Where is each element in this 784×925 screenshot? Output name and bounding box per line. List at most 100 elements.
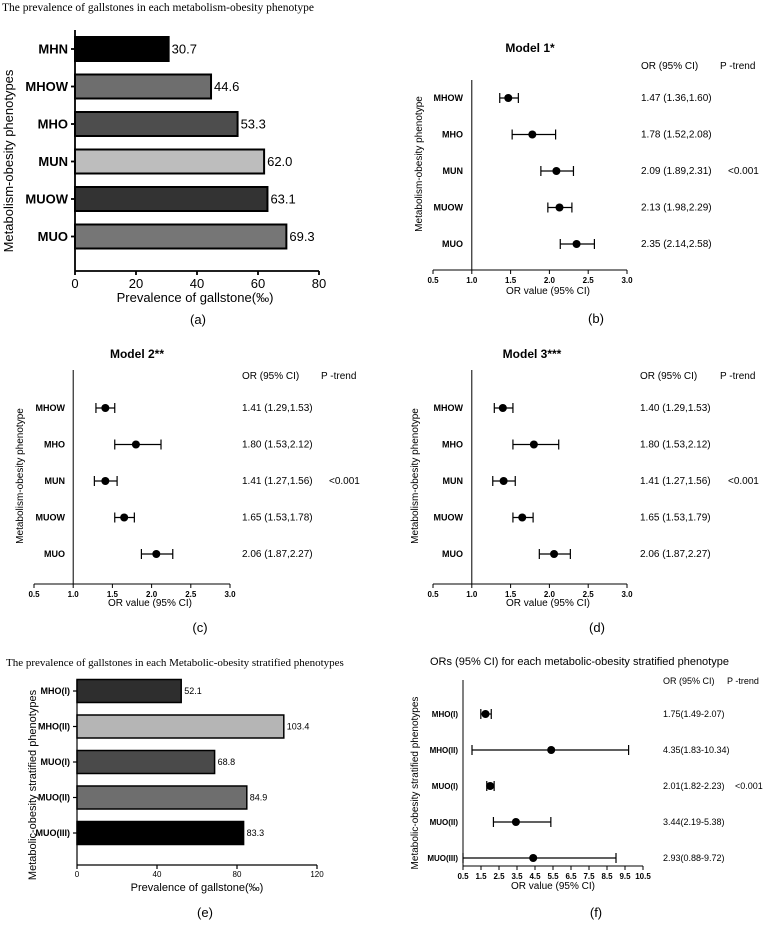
category-label: MHOW	[36, 403, 66, 413]
panel-b-ylabel: Metabolism-obesity phenotype	[414, 96, 425, 232]
panel-b-xlabel: OR value (95% CI)	[506, 286, 590, 297]
panel-f-title: ORs (95% CI) for each metabolic-obesity …	[430, 656, 729, 668]
x-tick-label: 10.5	[635, 872, 651, 881]
x-tick-label: 3.0	[621, 276, 633, 285]
or-point	[552, 167, 561, 175]
bar-value-label: 103.4	[287, 722, 310, 732]
or-value-label: 2.09 (1.89,2.31)	[641, 166, 712, 177]
x-tick-label: 40	[153, 870, 162, 879]
or-column-header: OR (95% CI)	[640, 371, 697, 382]
or-point	[555, 203, 564, 212]
bar-value-label: 52.1	[184, 686, 202, 696]
or-value-label: 1.40 (1.29,1.53)	[640, 403, 711, 414]
panel-d-xlabel: OR value (95% CI)	[506, 598, 590, 609]
panel-f-xlabel: OR value (95% CI)	[511, 881, 595, 892]
panel-c-caption: (c)	[192, 620, 207, 635]
x-tick-label: 1.5	[505, 276, 517, 285]
x-tick-label: 1.0	[466, 590, 478, 599]
x-tick-label: 0.5	[427, 276, 439, 285]
category-label: MUN	[443, 166, 464, 176]
x-tick-label: 0.5	[427, 590, 439, 599]
panel-e-axes: 0 40 80 120 MHO(I) 52.1 MHO(II) 103.4 MUO(I) 68.8…	[36, 678, 324, 879]
category-label: MHOW	[434, 403, 464, 413]
p-trend-header: P -trend	[720, 371, 755, 382]
or-point	[131, 440, 140, 449]
or-column-header: OR (95% CI)	[663, 676, 715, 686]
category-label: MHO(I)	[432, 710, 459, 719]
panel-f-caption: (f)	[590, 905, 602, 920]
x-tick-label: 1.0	[68, 590, 80, 599]
or-point	[504, 94, 513, 102]
panel-b-title: Model 1*	[505, 41, 555, 55]
x-tick-label: 1.5	[475, 872, 487, 881]
category-label: MUO(III)	[427, 854, 458, 863]
p-trend-value: <0.001	[735, 781, 763, 791]
or-point	[511, 818, 520, 826]
category-label: MHN	[38, 42, 68, 57]
category-label: MHO	[38, 117, 68, 132]
or-value-label: 1.80 (1.53,2.12)	[242, 440, 313, 451]
category-label: MUO(II)	[38, 793, 70, 803]
bar	[74, 36, 170, 62]
category-label: MHO(II)	[38, 722, 70, 732]
category-label: MUO	[442, 549, 463, 559]
category-label: MUO	[44, 549, 65, 559]
x-tick-label: 40	[190, 276, 204, 291]
or-value-label: 1.65 (1.53,1.78)	[242, 513, 313, 524]
bar-value-label: 62.0	[267, 154, 292, 169]
category-label: MUOW	[434, 513, 464, 523]
x-tick-label: 80	[233, 870, 242, 879]
bar	[76, 820, 245, 846]
x-tick-label: 0	[75, 870, 80, 879]
bar	[76, 749, 216, 775]
or-point	[152, 550, 161, 558]
panel-a-axes: 0 20 40 60 80 MHN 30.7 MHOW 44.6 MHO 53.3 MUN 62.0 MU…	[25, 30, 326, 291]
bar	[74, 111, 239, 137]
x-tick-label: 3.0	[224, 590, 236, 599]
x-tick-label: 7.5	[583, 872, 595, 881]
bar-value-label: 63.1	[270, 192, 295, 207]
x-tick-label: 2.5	[583, 590, 595, 599]
category-label: MHO(II)	[430, 746, 459, 755]
or-value-label: 1.75(1.49-2.07)	[663, 709, 725, 719]
x-tick-label: 2.0	[544, 276, 556, 285]
or-point	[486, 782, 495, 790]
bar-value-label: 30.7	[172, 42, 197, 57]
panel-e-xlabel: Prevalence of gallstone(‰)	[131, 882, 264, 894]
x-tick-label: 0.5	[457, 872, 469, 881]
bar-value-label: 44.6	[214, 79, 239, 94]
or-value-label: 2.13 (1.98,2.29)	[641, 203, 712, 214]
x-tick-label: 1.0	[466, 276, 478, 285]
panel-f-ylabel: Metabolic-obesity stratified phenotypes	[410, 697, 421, 870]
or-value-label: 3.44(2.19-5.38)	[663, 817, 725, 827]
bar	[76, 678, 182, 704]
x-tick-label: 4.5	[529, 872, 541, 881]
panel-d-caption: (d)	[589, 620, 605, 635]
p-trend-header: P -trend	[321, 371, 356, 382]
x-tick-label: 60	[251, 276, 265, 291]
panel-f: ORs (95% CI) for each metabolic-obesity …	[410, 656, 763, 920]
x-tick-label: 1.5	[505, 590, 517, 599]
panel-d: Model 3*** Metabolism-obesity phenotype …	[410, 347, 759, 635]
panel-b-axes: 0.5 1.0 1.5 2.0 2.5 3.0 OR (95% CI) P -trend MHO…	[427, 61, 759, 285]
panel-f-axes: 0.5 1.5 2.5 3.5 4.5 5.5 6.5 7.5 8.5 9.5 10.5 OR (95…	[427, 676, 762, 881]
category-label: MHO	[44, 440, 65, 450]
category-label: MHOW	[25, 79, 68, 94]
or-point	[529, 440, 538, 449]
or-point	[550, 550, 559, 558]
x-tick-label: 80	[312, 276, 326, 291]
category-label: MUOW	[434, 203, 464, 213]
panel-a: The prevalence of gallstones in each met…	[1, 2, 326, 327]
bar-value-label: 68.8	[218, 757, 236, 767]
panel-b-caption: (b)	[588, 311, 604, 326]
p-trend-value: <0.001	[728, 166, 759, 177]
bar-value-label: 53.3	[241, 117, 266, 132]
category-label: MUN	[38, 154, 68, 169]
x-tick-label: 8.5	[601, 872, 613, 881]
or-point	[529, 854, 538, 862]
bar	[76, 714, 285, 739]
bar	[74, 186, 269, 212]
or-column-header: OR (95% CI)	[242, 371, 299, 382]
p-trend-header: P -trend	[727, 676, 759, 686]
or-point	[101, 477, 110, 485]
